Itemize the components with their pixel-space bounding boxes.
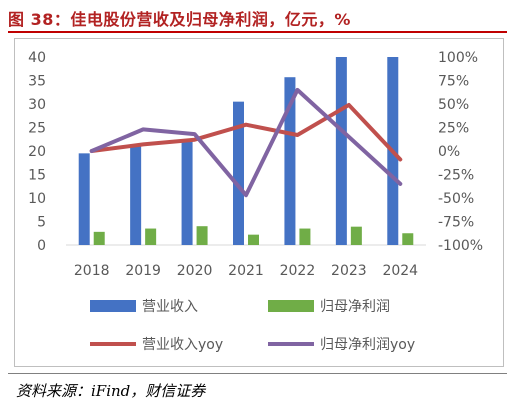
- revenue-bar: [130, 146, 142, 245]
- x-tick-label: 2022: [280, 263, 316, 279]
- chart-title: 图 38：佳电股份营收及归母净利润，亿元，%: [8, 10, 351, 29]
- x-tick-label: 2018: [74, 263, 110, 279]
- chart-frame: [14, 38, 504, 367]
- y-right-tick-label: 75%: [438, 74, 469, 90]
- net-profit-bar: [402, 233, 414, 245]
- net-profit-bar: [299, 228, 311, 245]
- y-left-tick-label: 25: [28, 121, 46, 137]
- y-left-tick-label: 30: [28, 97, 46, 113]
- revenue-bar: [233, 101, 244, 246]
- y-left-tick-label: 10: [28, 191, 46, 207]
- y-right-tick-label: 0%: [438, 144, 460, 160]
- y-left-tick-label: 0: [37, 238, 46, 254]
- source-note: 资料来源：iFind，财信证券: [16, 382, 206, 400]
- y-left-tick-label: 20: [28, 144, 46, 160]
- y-left-tick-label: 35: [28, 74, 46, 90]
- legend-revenue-label: 营业收入: [142, 299, 198, 315]
- y-left-tick-label: 40: [28, 50, 46, 66]
- net-profit-bar: [196, 226, 208, 245]
- y-right-tick-label: -50%: [438, 191, 474, 207]
- x-tick-label: 2019: [125, 263, 161, 279]
- revenue-yoy-line: [89, 102, 403, 162]
- x-tick-label: 2021: [228, 263, 264, 279]
- y-right-tick-label: 100%: [438, 50, 478, 66]
- y-left-tick-label: 5: [37, 215, 46, 231]
- x-tick-label: 2024: [382, 263, 418, 279]
- revenue-bar: [78, 153, 90, 245]
- net-profit-yoy-line: [89, 87, 403, 198]
- y-right-tick-label: 50%: [438, 97, 469, 113]
- source-divider: [8, 373, 507, 374]
- revenue-bar: [335, 57, 347, 245]
- legend-revenue-yoy-label: 营业收入yoy: [142, 337, 223, 353]
- legend-revenue-swatch: [90, 300, 136, 312]
- legend-net-profit-swatch: [268, 300, 314, 312]
- y-left-tick-label: 15: [28, 168, 46, 184]
- revenue-bar: [284, 77, 296, 246]
- y-right-tick-label: -25%: [438, 168, 474, 184]
- y-right-tick-label: -100%: [438, 238, 483, 254]
- x-tick-label: 2023: [331, 263, 367, 279]
- net-profit-bar: [93, 231, 105, 245]
- net-profit-bar: [350, 226, 362, 245]
- net-profit-bar: [145, 228, 157, 245]
- revenue-bar: [181, 139, 193, 245]
- y-right-tick-label: 25%: [438, 121, 469, 137]
- title-divider: [8, 31, 507, 33]
- x-tick-label: 2020: [177, 263, 213, 279]
- legend-net-profit-yoy-label: 归母净利润yoy: [320, 336, 415, 353]
- y-right-tick-label: -75%: [438, 215, 474, 231]
- legend-net-profit-label: 归母净利润: [320, 298, 390, 315]
- net-profit-bar: [248, 234, 259, 245]
